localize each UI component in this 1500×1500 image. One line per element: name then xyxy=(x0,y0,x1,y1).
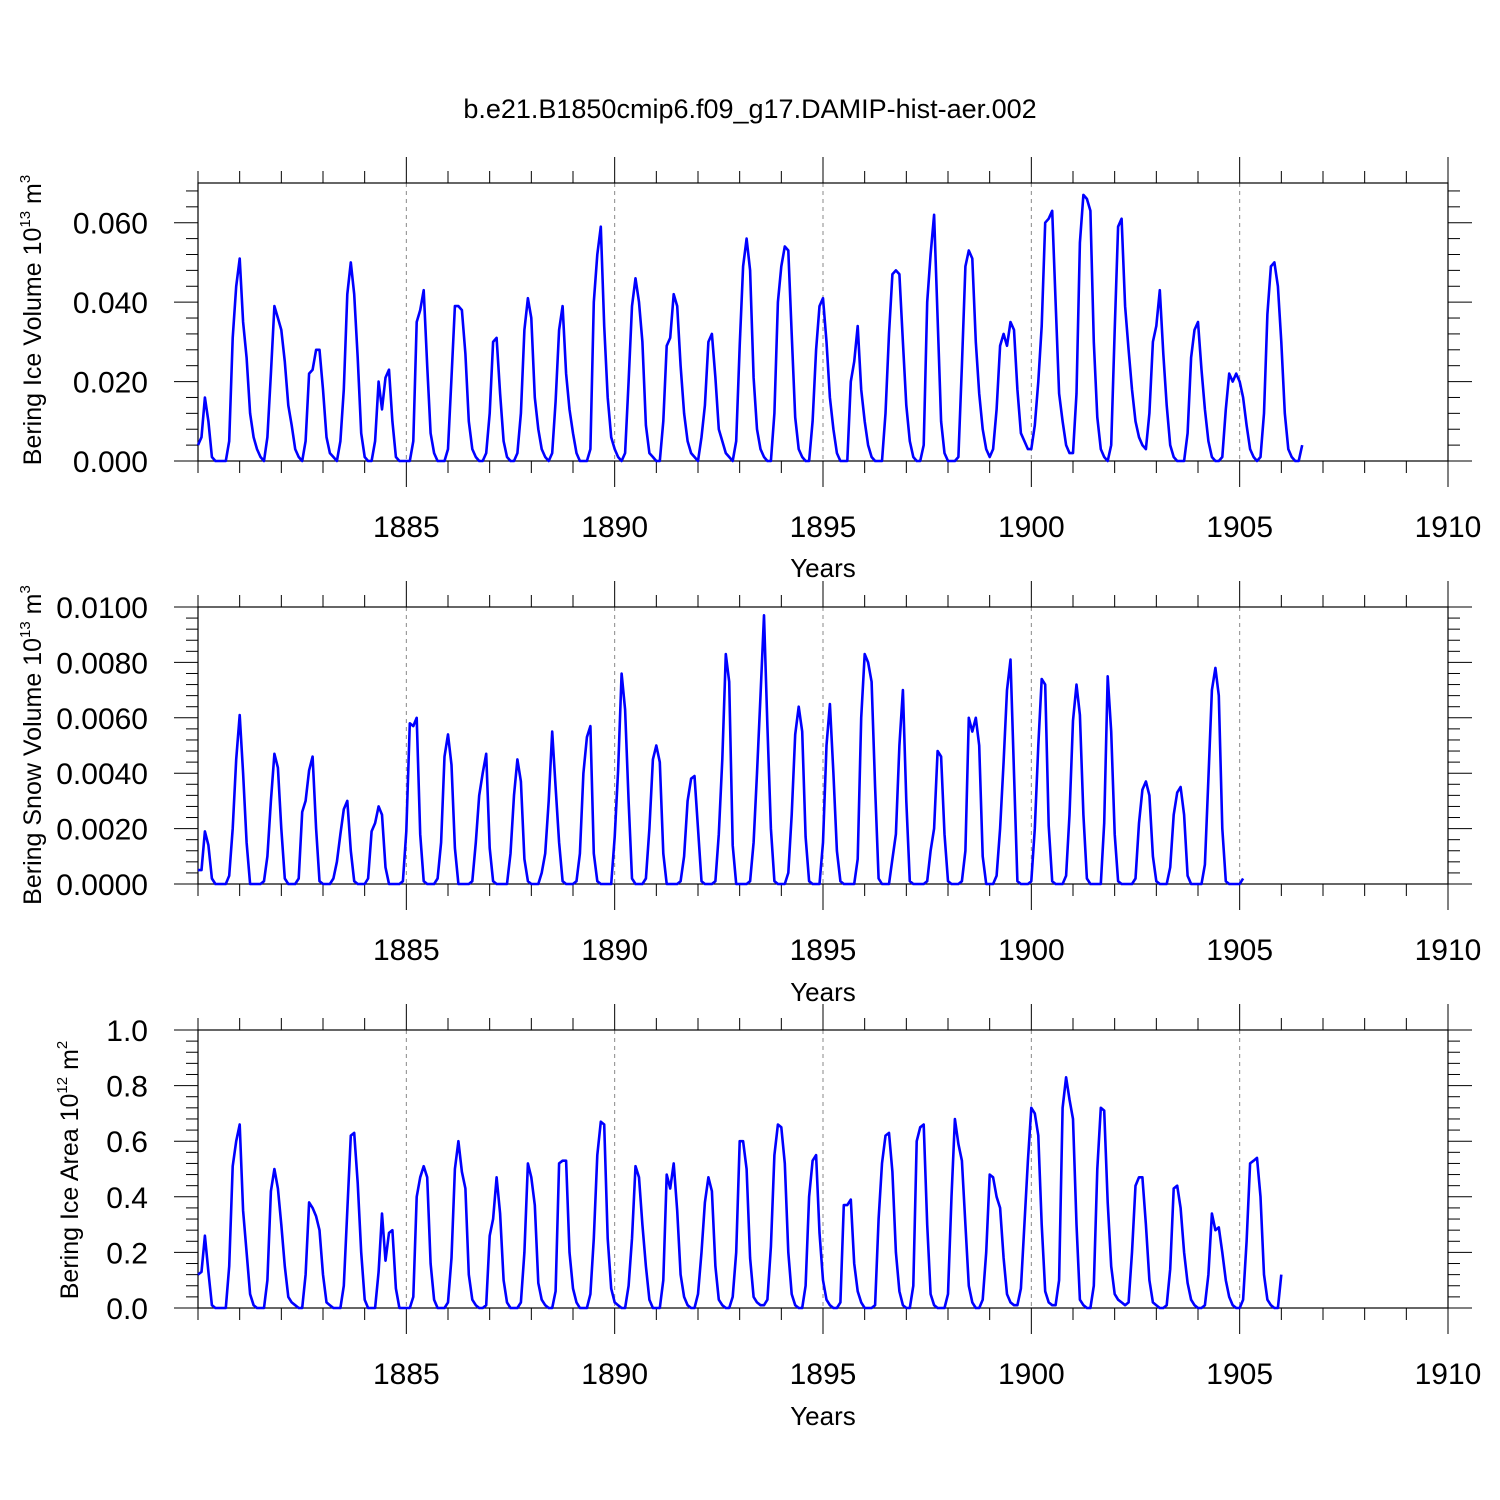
x-axis-label: Years xyxy=(790,553,856,583)
y-tick-label: 1.0 xyxy=(106,1015,148,1048)
y-tick-label: 0.6 xyxy=(106,1126,148,1159)
series-line xyxy=(197,1076,1283,1310)
y-tick-label: 0.0100 xyxy=(56,592,148,625)
x-tick-label: 1885 xyxy=(373,1358,440,1391)
panel-ice-area: Bering Ice Area 1012 m2 Years 0.0 0.2 0.4 0… xyxy=(54,1004,1481,1431)
x-tick-label: 1895 xyxy=(790,1358,857,1391)
panel-ice-volume: Bering Ice Volume 1013 m3 Years 0.000 0.0… xyxy=(17,157,1481,583)
x-tick-label: 1895 xyxy=(790,934,857,967)
y-axis-label: Bering Ice Volume 1013 m3 xyxy=(17,175,47,465)
y-tick-label: 0.020 xyxy=(73,367,148,400)
x-tick-label: 1890 xyxy=(581,1358,648,1391)
y-axis-label: Bering Ice Area 1012 m2 xyxy=(54,1041,84,1300)
x-tick-label: 1895 xyxy=(790,511,857,544)
y-tick-label: 0.0080 xyxy=(56,647,148,680)
x-tick-label: 1890 xyxy=(581,511,648,544)
x-tick-label: 1910 xyxy=(1415,934,1482,967)
y-tick-label: 0.0 xyxy=(106,1293,148,1326)
x-tick-label: 1890 xyxy=(581,934,648,967)
x-tick-label: 1900 xyxy=(998,1358,1065,1391)
plot-frame xyxy=(197,1029,1449,1309)
y-tick-label: 0.0060 xyxy=(56,703,148,736)
chart-title: b.e21.B1850cmip6.f09_g17.DAMIP-hist-aer.… xyxy=(463,94,1036,124)
x-tick-label: 1900 xyxy=(998,934,1065,967)
y-tick-label: 0.0000 xyxy=(56,869,148,902)
y-tick-label: 0.8 xyxy=(106,1071,148,1104)
x-axis-label: Years xyxy=(790,1401,856,1431)
x-tick-label: 1905 xyxy=(1206,511,1273,544)
y-tick-label: 0.2 xyxy=(106,1237,148,1270)
x-tick-label: 1905 xyxy=(1206,934,1273,967)
y-tick-label: 0.4 xyxy=(106,1182,148,1215)
x-tick-label: 1910 xyxy=(1415,1358,1482,1391)
y-tick-label: 0.0020 xyxy=(56,814,148,847)
y-tick-label: 0.0040 xyxy=(56,758,148,791)
plot-frame xyxy=(197,606,1449,885)
y-tick-label: 0.040 xyxy=(73,287,148,320)
x-tick-label: 1885 xyxy=(373,511,440,544)
panel-snow-volume: Bering Snow Volume 1013 m3 Years 0.0000 0… xyxy=(17,581,1481,1007)
series-line xyxy=(198,613,1245,886)
x-tick-label: 1900 xyxy=(998,511,1065,544)
x-axis-label: Years xyxy=(790,977,856,1007)
x-tick-label: 1905 xyxy=(1206,1358,1273,1391)
y-tick-label: 0.000 xyxy=(73,446,148,479)
y-tick-label: 0.060 xyxy=(73,208,148,241)
plot-frame xyxy=(197,182,1449,462)
y-axis-label: Bering Snow Volume 1013 m3 xyxy=(17,585,47,905)
x-tick-label: 1910 xyxy=(1415,511,1482,544)
x-tick-label: 1885 xyxy=(373,934,440,967)
series-line xyxy=(196,193,1304,463)
